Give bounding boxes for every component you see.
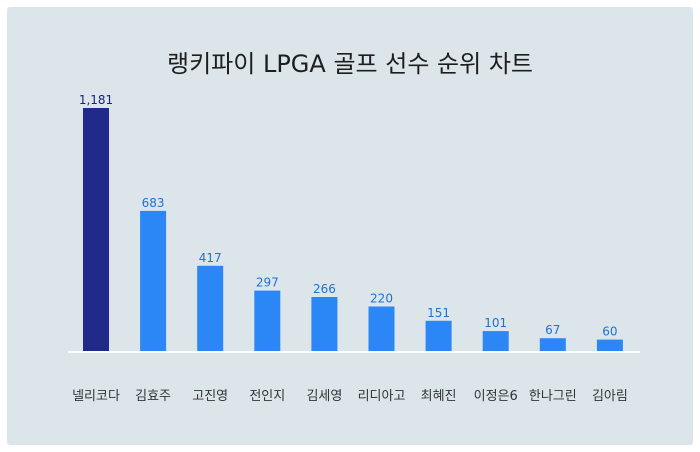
- value-label: 67: [545, 323, 560, 337]
- value-label: 297: [256, 276, 279, 290]
- category-label: 전인지: [249, 389, 285, 404]
- value-label: 220: [370, 292, 393, 306]
- category-label: 최혜진: [421, 389, 457, 404]
- chart-title: 랭키파이 LPGA 골프 선수 순위 차트: [167, 50, 533, 78]
- category-labels-group: 넬리코다 김효주 고진영 전인지 김세영 리디아고 최혜진 이정은6 한나그린 김아림: [72, 389, 628, 404]
- category-label: 김세영: [306, 389, 342, 404]
- bar-최혜진: [425, 320, 452, 352]
- category-label: 리디아고: [358, 389, 406, 404]
- value-label: 101: [484, 316, 507, 330]
- category-label: 이정은6: [474, 389, 518, 404]
- bar-이정은6: [482, 331, 509, 352]
- category-label: 김효주: [135, 389, 171, 404]
- value-labels-group: 1,181 683 417 297 266 220 151 101 67 60: [79, 93, 618, 339]
- category-label: 고진영: [192, 389, 228, 404]
- bars-group: [83, 108, 623, 352]
- value-label: 1,181: [79, 93, 113, 107]
- category-label: 한나그린: [529, 389, 577, 404]
- value-label: 266: [313, 282, 336, 296]
- bar-넬리코다: [83, 108, 109, 352]
- bar-리디아고: [368, 306, 395, 352]
- bar-고진영: [197, 265, 224, 352]
- bar-김아림: [596, 339, 623, 352]
- category-label: 김아림: [592, 389, 628, 404]
- chart-card: [7, 7, 693, 445]
- value-label: 151: [427, 306, 450, 320]
- bar-김세영: [311, 297, 338, 352]
- value-label: 417: [199, 251, 222, 265]
- value-label: 60: [602, 325, 617, 339]
- category-label: 넬리코다: [72, 389, 120, 404]
- bar-전인지: [254, 290, 281, 352]
- bar-한나그린: [539, 338, 566, 352]
- bar-김효주: [140, 210, 167, 352]
- value-label: 683: [142, 196, 165, 210]
